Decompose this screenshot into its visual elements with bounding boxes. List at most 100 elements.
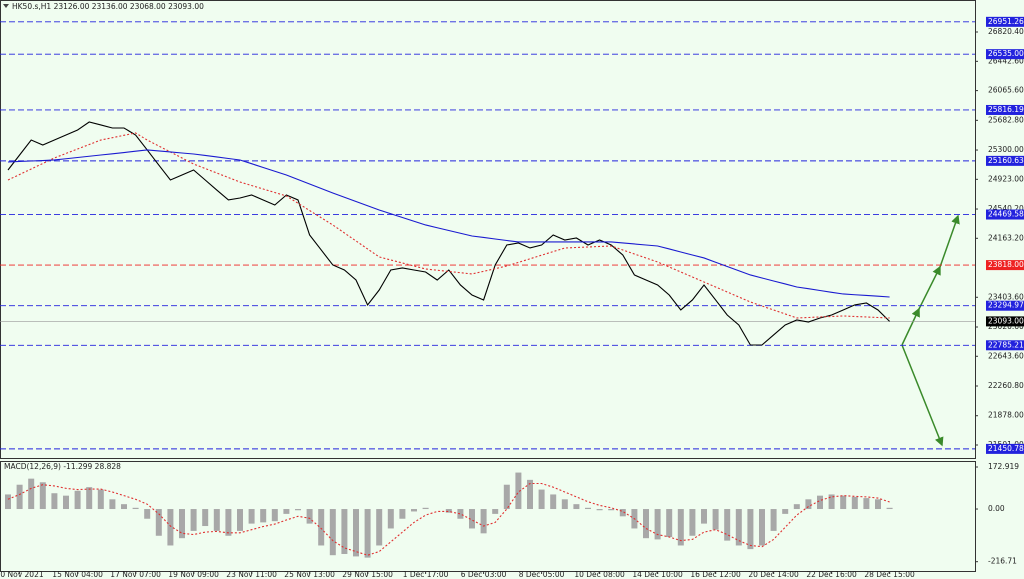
macd-bar <box>376 509 383 546</box>
level-label-box <box>986 316 1024 327</box>
macd-bar <box>411 509 417 512</box>
macd-bar <box>828 494 835 510</box>
macd-bar <box>121 504 127 510</box>
macd-bar <box>86 487 93 510</box>
macd-bar <box>666 509 673 537</box>
level-label-box <box>986 300 1024 311</box>
x-tick-label: 29 Nov 15:00 <box>342 570 393 579</box>
macd-bar <box>585 507 591 510</box>
y-tick-label: 26820.40 <box>988 27 1024 36</box>
macd-bar <box>213 509 220 531</box>
level-label-box <box>986 49 1024 60</box>
macd-bar <box>863 498 870 510</box>
macd-bar <box>225 509 232 536</box>
x-tick-label: 1 Dec 17:00 <box>403 570 449 579</box>
price-line <box>7 121 890 346</box>
macd-bar <box>619 509 626 517</box>
macd-bar <box>318 509 325 546</box>
macd-bar <box>747 509 754 550</box>
x-tick-label: 22 Dec 16:00 <box>806 570 857 579</box>
y-tick-label: 23020.60 <box>988 322 1024 331</box>
x-tick-label: 14 Dec 10:00 <box>632 570 683 579</box>
level-label: 23294.97 <box>988 301 1024 310</box>
x-tick-label: 16 Dec 12:00 <box>690 570 741 579</box>
x-tick-label: 10 Dec 08:00 <box>574 570 625 579</box>
macd-bar <box>689 509 696 536</box>
level-label-box <box>986 340 1024 351</box>
level-label-box <box>986 104 1024 115</box>
arrow <box>901 344 944 447</box>
level-label-box <box>986 260 1024 271</box>
x-tick-label: 6 Dec 03:00 <box>461 570 507 579</box>
y-tick-label: 25682.80 <box>988 115 1024 124</box>
y-tick-label: 26065.60 <box>988 86 1024 95</box>
macd-bar <box>561 499 568 510</box>
macd-bar <box>399 509 406 519</box>
macd-bar <box>793 504 800 510</box>
y-tick-label: 26442.60 <box>988 56 1024 65</box>
macd-bar <box>817 495 823 510</box>
macd-bar <box>805 499 812 510</box>
macd-bar <box>422 507 429 510</box>
level-label: 21450.78 <box>988 444 1024 453</box>
macd-bar <box>144 509 151 519</box>
y-tick-label: 0.00 <box>988 504 1005 513</box>
y-tick-label: 22643.60 <box>988 351 1024 360</box>
macd-bar <box>271 509 278 522</box>
y-tick-label: 24540.20 <box>988 204 1024 213</box>
macd-bar <box>132 507 139 510</box>
macd-bar <box>445 509 452 513</box>
y-tick-label: 21878.00 <box>988 411 1024 420</box>
macd-bar <box>329 509 336 556</box>
x-tick-label: 25 Nov 13:00 <box>284 570 335 579</box>
level-label-box <box>986 443 1024 454</box>
x-tick-label: 8 Dec 05:00 <box>519 570 565 579</box>
macd-bar <box>283 509 290 514</box>
macd-bar <box>527 479 533 510</box>
macd-bar <box>677 509 684 546</box>
macd-bar <box>492 509 499 514</box>
chart-title: HK50.s,H1 23126.00 23136.00 23068.00 230… <box>12 2 204 11</box>
level-label-box <box>986 209 1024 220</box>
annotation-arrows <box>901 214 960 447</box>
y-tick-label: 172.919 <box>988 462 1019 471</box>
level-label: 22785.21 <box>988 340 1024 349</box>
macd-bar <box>735 509 742 546</box>
y-tick-label: 25300.00 <box>988 145 1024 154</box>
macd-bar <box>387 509 394 529</box>
y-tick-label: 24923.00 <box>988 174 1024 183</box>
x-tick-label: 17 Nov 07:00 <box>110 570 161 579</box>
y-tick-label: -216.71 <box>988 557 1017 566</box>
macd-bar <box>202 509 209 527</box>
macd-bar <box>840 495 847 510</box>
macd-bar <box>503 484 510 510</box>
price-line <box>7 149 890 298</box>
macd-bar <box>97 489 104 510</box>
macd-bar <box>608 509 615 511</box>
macd-bar <box>306 509 313 524</box>
macd-bar <box>179 509 185 539</box>
macd-bar <box>39 482 46 510</box>
macd-bar <box>759 509 765 546</box>
macd-bar <box>248 509 255 524</box>
level-label: 25160.63 <box>988 156 1024 165</box>
x-tick-label: 23 Nov 11:00 <box>226 570 277 579</box>
menu-arrow[interactable] <box>3 4 9 8</box>
macd-bar <box>515 472 522 510</box>
macd-bar <box>260 509 267 523</box>
macd-bar <box>538 489 545 510</box>
level-label-box <box>986 16 1024 27</box>
level-label: 25816.19 <box>988 105 1024 114</box>
macd-panel <box>0 461 976 572</box>
macd-bar <box>237 509 243 531</box>
macd-title: MACD(12,26,9) -11.299 28.828 <box>4 462 121 471</box>
macd-bar <box>190 509 197 531</box>
level-label: 24469.58 <box>988 210 1024 219</box>
macd-bar <box>654 509 661 540</box>
macd-bar <box>5 494 11 510</box>
y-tick-label: 22260.80 <box>988 381 1024 390</box>
macd-bar <box>51 493 58 510</box>
macd-bar <box>167 509 174 546</box>
